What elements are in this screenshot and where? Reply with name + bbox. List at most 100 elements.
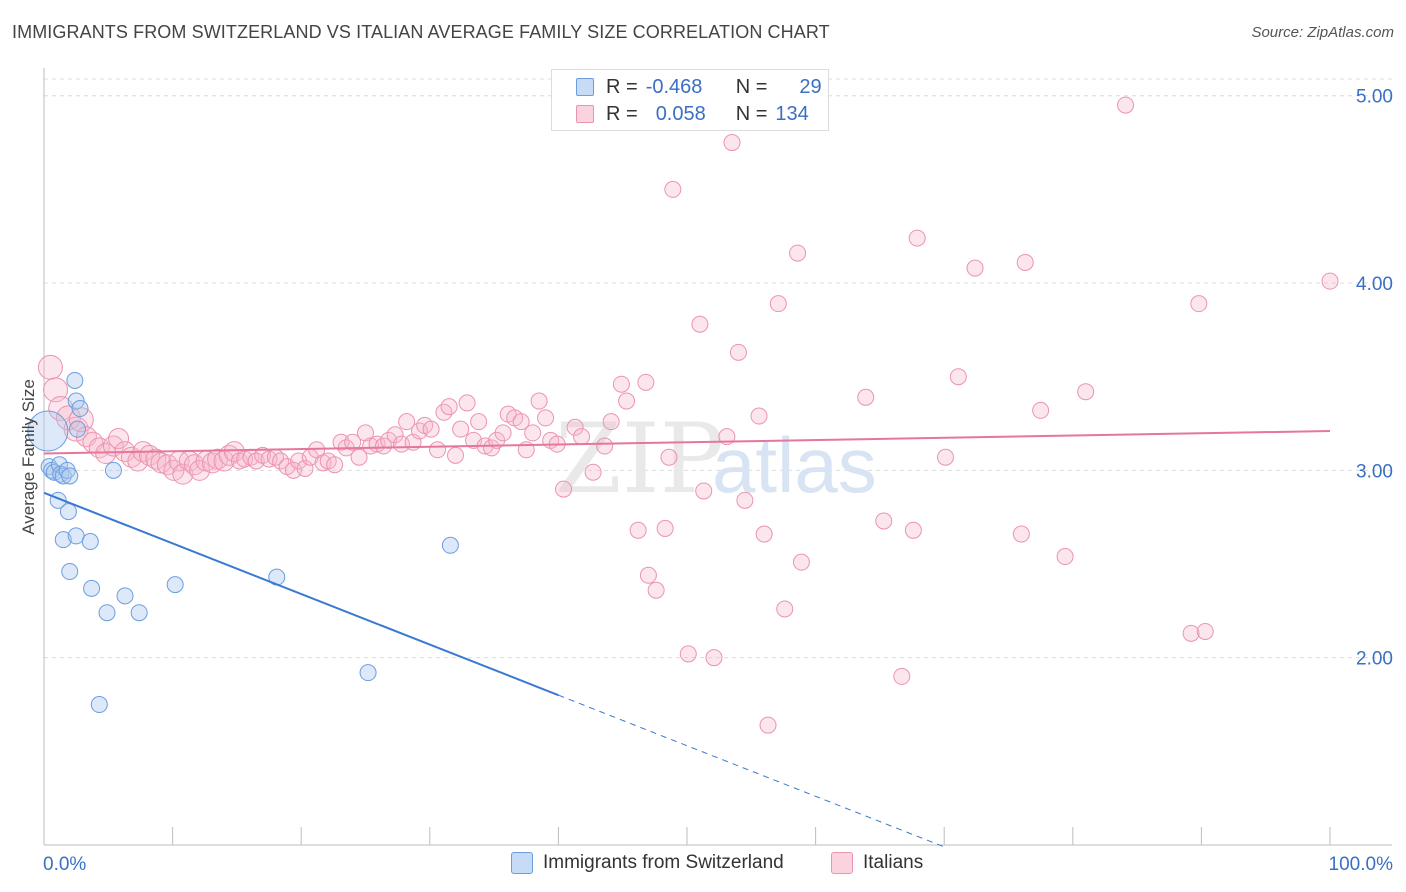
switzerland-point xyxy=(67,527,85,545)
italians-point xyxy=(637,373,655,391)
switzerland-point xyxy=(68,420,86,438)
italians-point xyxy=(660,448,678,466)
grid-lines xyxy=(44,78,1392,659)
italians-point xyxy=(386,426,404,444)
switzerland-point xyxy=(104,461,122,479)
italians-point xyxy=(736,491,754,509)
italians-point xyxy=(108,428,130,450)
italians-point xyxy=(679,645,697,663)
series-legend-italians: Italians xyxy=(831,852,923,874)
axes xyxy=(43,68,1392,846)
italians-point xyxy=(664,180,682,198)
italians-point xyxy=(596,437,614,455)
y-tick-label: 3.00 xyxy=(1356,461,1393,482)
switzerland-point xyxy=(27,410,69,452)
switzerland-point xyxy=(61,563,79,581)
italians-point xyxy=(647,581,665,599)
x-tick-label-min: 0.0% xyxy=(43,854,86,875)
italians-point xyxy=(566,418,584,436)
italians-point xyxy=(172,463,194,485)
italians-point xyxy=(398,413,416,431)
italians-point xyxy=(1016,253,1034,271)
chart-title: IMMIGRANTS FROM SWITZERLAND VS ITALIAN A… xyxy=(12,22,830,42)
watermark-atlas: atlas xyxy=(712,421,877,509)
italians-point xyxy=(695,482,713,500)
legend-n-label: N = xyxy=(735,75,768,98)
switzerland-point xyxy=(61,467,79,485)
italians-point xyxy=(584,463,602,481)
italians-point xyxy=(908,229,926,247)
series-swatch-pink xyxy=(831,852,853,874)
switzerland-point xyxy=(166,576,184,594)
italians-point xyxy=(344,433,362,451)
italians-point xyxy=(618,392,636,410)
italians-point xyxy=(447,446,465,464)
italians-point xyxy=(555,480,573,498)
italians-point xyxy=(512,413,530,431)
italians-point xyxy=(1117,96,1135,114)
italians-point xyxy=(326,456,344,474)
y-tick-label: 5.00 xyxy=(1356,87,1393,108)
chart-source: Source: ZipAtlas.com xyxy=(1251,24,1394,41)
x-tick-label-max: 100.0% xyxy=(1329,854,1394,875)
series-label-italians: Italians xyxy=(863,852,924,873)
series-legend-switzerland: Immigrants from Switzerland xyxy=(511,852,784,874)
italians-point xyxy=(429,441,447,459)
italians-point xyxy=(966,259,984,277)
italians-point xyxy=(723,134,741,152)
italians-point xyxy=(1077,383,1095,401)
switzerland-point xyxy=(81,533,99,551)
watermark-zip: ZIP xyxy=(555,403,724,515)
italians-point xyxy=(875,512,893,530)
italians-point xyxy=(1056,548,1074,566)
correlation-legend: R = -0.468 N = 29 R = 0.058 N = 134 xyxy=(551,69,829,131)
y-tick-label: 2.00 xyxy=(1356,649,1393,670)
italians-point xyxy=(1321,272,1339,290)
italians-point xyxy=(1182,624,1200,642)
legend-r-value: -0.468 xyxy=(645,75,703,98)
italians-point xyxy=(357,424,374,442)
italians-point xyxy=(629,521,647,539)
italians-point xyxy=(156,454,178,476)
legend-r-value: 0.058 xyxy=(655,102,706,125)
series-label-switzerland: Immigrants from Switzerland xyxy=(543,852,784,873)
switzerland-point xyxy=(71,400,89,418)
italians-point xyxy=(755,525,773,543)
italians-point xyxy=(602,413,620,431)
italians-point xyxy=(452,420,470,438)
italians-point xyxy=(656,519,674,537)
italians-point xyxy=(422,420,440,438)
italians-point xyxy=(792,553,810,571)
italians-point xyxy=(530,392,548,410)
italians-point xyxy=(37,354,63,380)
italians-point xyxy=(537,409,555,427)
series-swatch-blue xyxy=(511,852,533,874)
italians-point xyxy=(494,424,512,442)
legend-r-label: R = xyxy=(606,102,638,125)
legend-row-switzerland: R = -0.468 N = 29 xyxy=(576,75,822,99)
switzerland-point xyxy=(54,531,72,549)
switzerland-trend-extension xyxy=(558,694,945,848)
italians-point xyxy=(949,368,967,386)
legend-n-value: 29 xyxy=(799,75,822,98)
italians-point xyxy=(247,452,265,470)
switzerland-points xyxy=(27,371,459,714)
italians-point xyxy=(350,448,368,466)
switzerland-point xyxy=(359,664,377,682)
italians-point xyxy=(138,444,160,466)
y-tick-label: 4.00 xyxy=(1356,274,1393,295)
italians-point xyxy=(691,315,709,333)
switzerland-point xyxy=(116,587,134,605)
italians-point xyxy=(573,428,591,446)
italians-point xyxy=(458,394,476,412)
italians-point xyxy=(776,600,794,618)
italians-point xyxy=(223,441,245,463)
italians-point xyxy=(904,521,922,539)
switzerland-trend-line xyxy=(43,491,559,697)
legend-r-label: R = xyxy=(606,75,638,98)
italians-point xyxy=(1012,525,1030,543)
italians-trend-line xyxy=(43,430,1331,455)
switzerland-point xyxy=(83,579,101,597)
italians-point xyxy=(43,377,69,403)
legend-swatch-blue xyxy=(576,78,594,96)
